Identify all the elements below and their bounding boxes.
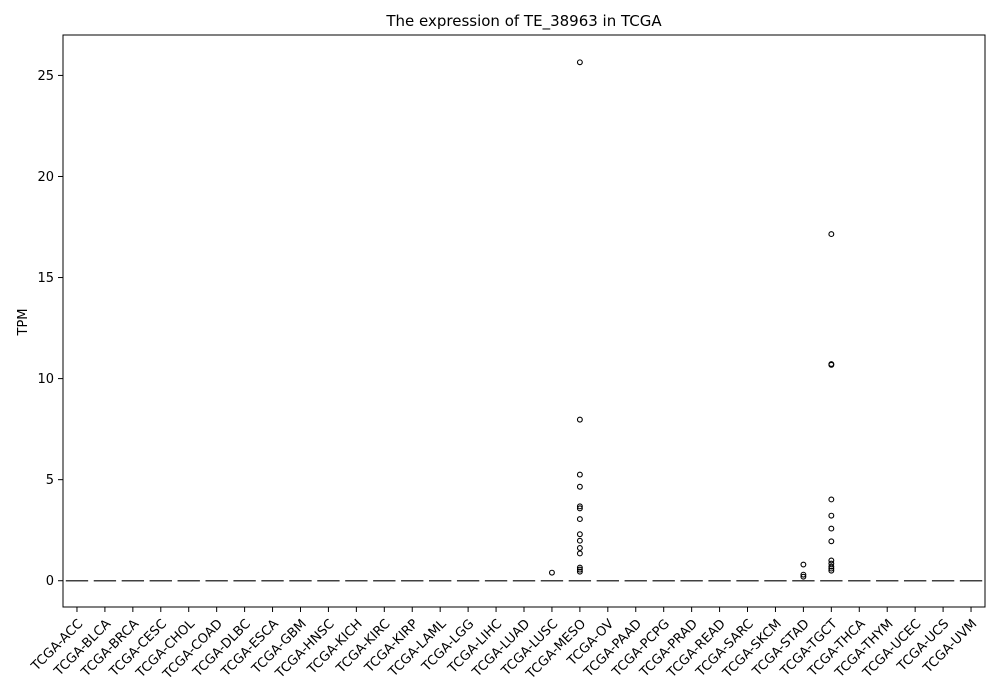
outlier-point [576, 505, 583, 512]
plot-frame [62, 34, 986, 608]
y-tick-label: 25 [37, 69, 54, 84]
outlier-point [576, 566, 583, 573]
outlier-point [828, 496, 835, 503]
plot-area: 0510152025TCGA-ACCTCGA-BLCATCGA-BRCATCGA… [28, 34, 986, 683]
outlier-point [576, 568, 583, 575]
outlier-point [828, 565, 835, 572]
chart-title: The expression of TE_38963 in TCGA [385, 12, 662, 31]
y-tick-label: 20 [37, 170, 54, 185]
outlier-point [828, 563, 835, 570]
outlier-point [576, 537, 583, 544]
outlier-point [828, 361, 835, 368]
outlier-point [576, 503, 583, 510]
y-axis-title: TPM [16, 309, 31, 337]
outlier-point [828, 525, 835, 532]
y-tick-label: 10 [37, 372, 54, 387]
outlier-point [800, 571, 807, 578]
outlier-point [828, 512, 835, 519]
outlier-point [800, 561, 807, 568]
outlier-point [800, 573, 807, 580]
y-tick-label: 0 [46, 574, 54, 589]
outlier-point [828, 567, 835, 574]
outlier-point [576, 531, 583, 538]
outlier-point [576, 483, 583, 490]
outlier-point [576, 564, 583, 571]
outlier-point [576, 550, 583, 557]
outlier-point [828, 538, 835, 545]
outlier-point [576, 59, 583, 66]
outlier-point [548, 569, 555, 576]
y-tick-label: 15 [37, 271, 54, 286]
outlier-point [828, 557, 835, 564]
outlier-point [828, 231, 835, 238]
y-tick-label: 5 [46, 473, 54, 488]
outlier-point [576, 516, 583, 523]
outlier-point [576, 545, 583, 551]
outlier-point [576, 471, 583, 478]
outlier-point [576, 416, 583, 423]
